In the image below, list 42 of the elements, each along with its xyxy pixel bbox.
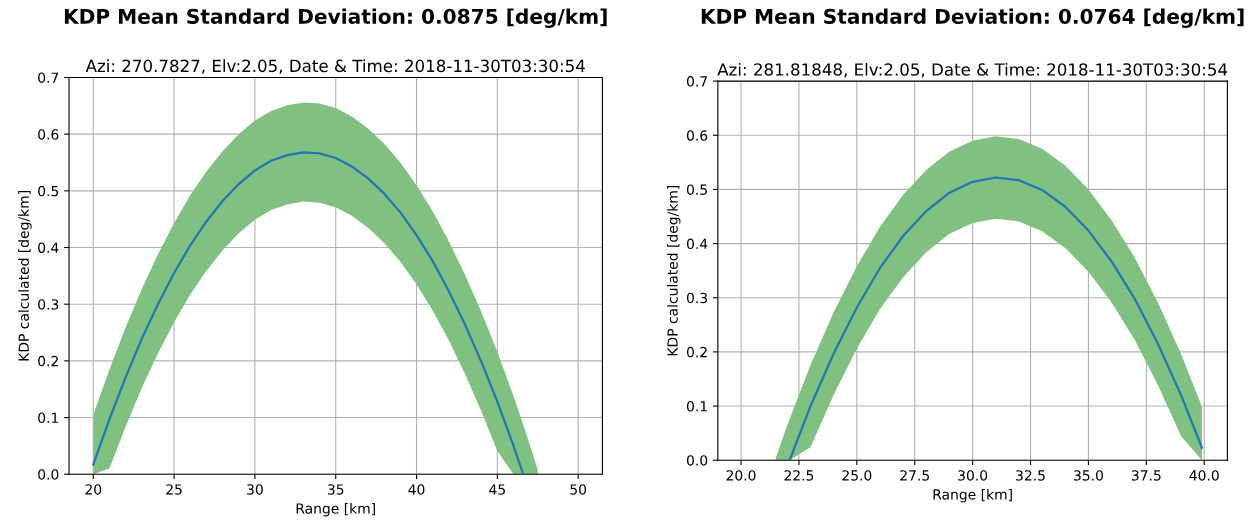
x-tick-label: 20.0 bbox=[726, 470, 756, 481]
x-tick-label: 25.0 bbox=[842, 470, 872, 481]
x-tick-label: 50 bbox=[570, 484, 587, 495]
chart-subtitle: Azi: 281.81848, Elv:2.05, Date & Time: 2018-11-30T03:30:54 bbox=[717, 62, 1228, 78]
x-tick-label: 37.5 bbox=[1131, 470, 1161, 481]
y-tick-label: 0.2 bbox=[38, 355, 58, 367]
x-axis-title: Range [km] bbox=[296, 502, 375, 517]
y-tick-label: 0.7 bbox=[686, 76, 707, 87]
x-tick-label: 30.0 bbox=[958, 470, 988, 481]
x-tick-label: 27.5 bbox=[900, 470, 929, 481]
y-tick-label: 0.5 bbox=[686, 184, 707, 195]
x-tick-label: 40 bbox=[408, 484, 425, 495]
y-tick-label: 0.6 bbox=[686, 130, 708, 141]
chart-title: KDP Mean Standard Deviation: 0.0764 [deg/km] bbox=[701, 8, 1244, 29]
line-series bbox=[92, 151, 525, 475]
y-tick-label: 0.4 bbox=[686, 238, 708, 250]
y-tick-label: 0.7 bbox=[38, 72, 59, 83]
y-tick-label: 0.5 bbox=[38, 185, 59, 197]
x-tick-label: 25 bbox=[166, 484, 182, 495]
x-tick-label: 40.0 bbox=[1189, 470, 1219, 481]
y-tick-label: 0.4 bbox=[38, 242, 59, 253]
y-tick-label: 0.2 bbox=[686, 346, 707, 358]
chart-title: KDP Mean Standard Deviation: 0.0875 [deg/km] bbox=[64, 8, 607, 29]
y-tick-label: 0.1 bbox=[686, 401, 707, 412]
x-tick-label: 20 bbox=[85, 484, 102, 495]
y-tick-label: 0.0 bbox=[38, 469, 59, 480]
x-tick-label: 45 bbox=[489, 484, 505, 495]
y-axis-title: KDP calculated [deg/km] bbox=[18, 191, 32, 361]
line-series bbox=[788, 176, 1204, 461]
x-tick-label: 22.5 bbox=[784, 470, 814, 481]
y-tick-label: 0.6 bbox=[38, 129, 59, 140]
x-tick-label: 32.5 bbox=[1016, 470, 1045, 481]
y-tick-label: 0.1 bbox=[38, 412, 59, 424]
y-tick-label: 0.0 bbox=[686, 455, 708, 466]
y-tick-label: 0.3 bbox=[38, 299, 59, 310]
x-tick-label: 35.0 bbox=[1074, 470, 1103, 481]
x-tick-label: 30 bbox=[247, 484, 263, 495]
x-tick-label: 35 bbox=[327, 484, 344, 495]
y-axis-title: KDP calculated [deg/km] bbox=[667, 185, 681, 356]
x-axis-title: Range [km] bbox=[933, 488, 1012, 503]
y-tick-label: 0.3 bbox=[686, 292, 708, 304]
chart-subtitle: Azi: 270.7827, Elv:2.05, Date & Time: 2018-11-30T03:30:54 bbox=[85, 59, 585, 74]
